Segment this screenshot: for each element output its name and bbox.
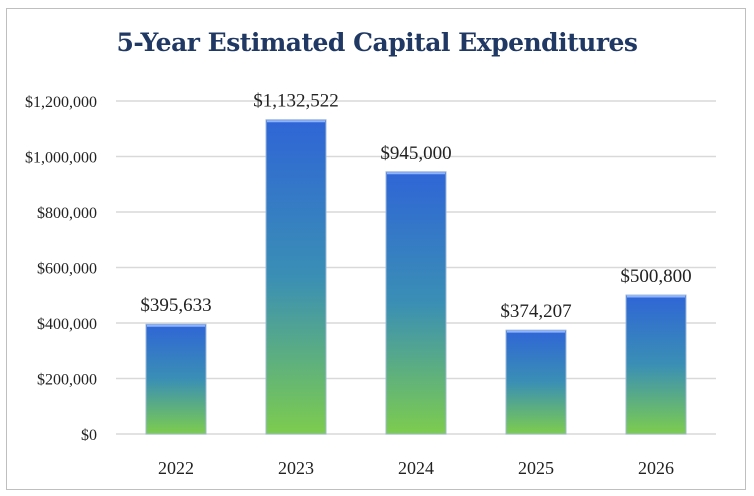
bar-2023 [265,119,327,435]
y-tick-label: $1,200,000 [25,94,97,111]
bar-2024 [385,171,447,435]
chart-title: 5-Year Estimated Capital Expenditures [116,28,638,57]
x-category-label: 2023 [278,458,314,478]
data-label: $395,633 [140,295,211,316]
bar-2022 [145,323,207,435]
x-category-label: 2026 [638,458,674,478]
data-label: $1,132,522 [253,91,339,112]
x-category-label: 2024 [398,458,434,478]
y-tick-label: $400,000 [37,316,97,333]
y-tick-label: $800,000 [37,205,97,222]
y-tick-label: $1,000,000 [25,150,97,167]
data-label: $500,800 [620,266,691,287]
x-category-label: 2022 [158,458,194,478]
data-label: $374,207 [500,301,571,322]
bar-2025 [505,329,567,435]
y-tick-label: $600,000 [37,261,97,278]
x-axis-categories: 2022 2023 2024 2025 2026 [158,458,674,478]
data-label: $945,000 [380,143,451,164]
chart-frame [6,8,746,490]
y-axis-ticks: $0 $200,000 $400,000 $600,000 $800,000 $1,000… [25,94,97,444]
bar-2026 [625,294,687,435]
bars [145,119,687,435]
y-tick-label: $0 [81,427,97,444]
y-tick-label: $200,000 [37,372,97,389]
data-labels: $395,633 $1,132,522 $945,000 $374,207 $500,8… [140,91,691,322]
x-category-label: 2025 [518,458,554,478]
